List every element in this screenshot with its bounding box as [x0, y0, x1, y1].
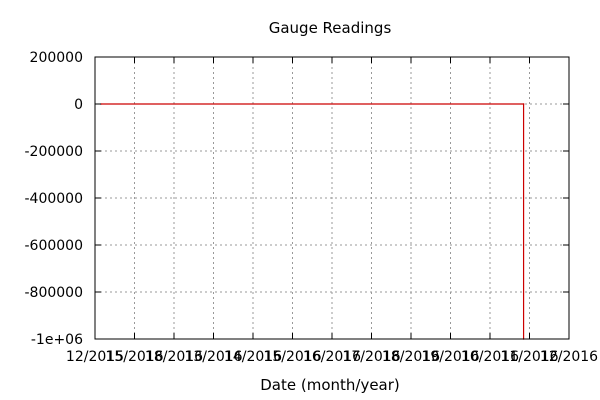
series-line: [100, 103, 525, 339]
y-tick-label: -600000: [25, 238, 84, 254]
x-axis-title: Date (month/year): [260, 376, 400, 394]
x-tick-label: 17/2016: [342, 349, 400, 365]
x-tick-label: 12/2016: [540, 349, 598, 365]
data-point: [522, 103, 525, 105]
x-tick-label: 11/2016: [500, 349, 558, 365]
chart-title: Gauge Readings: [269, 19, 392, 37]
x-tick-label: 18/2016: [382, 349, 440, 365]
y-tick-label: -400000: [25, 191, 84, 207]
y-tick-label: -200000: [25, 144, 84, 160]
grid: [95, 57, 569, 339]
x-axis-tick-labels: 12/201515/201618/201613/201614/201615/20…: [66, 349, 598, 365]
y-tick-label: -1e+06: [31, 332, 83, 348]
x-tick-label: 15/2016: [105, 349, 163, 365]
y-tick-label: 0: [74, 97, 83, 113]
series-layer: [100, 103, 525, 340]
y-tick-label: -800000: [25, 285, 84, 301]
x-tick-label: 10/2016: [461, 349, 519, 365]
x-tick-label: 16/2016: [303, 349, 361, 365]
y-axis-tick-labels: 200000 0 -200000 -400000 -600000 -800000 -1e+0…: [25, 50, 84, 348]
x-tick-label: 15/2016: [263, 349, 321, 365]
x-tick-label: 18/2016: [145, 349, 203, 365]
ticks: [94, 56, 570, 340]
x-tick-label: 14/2016: [224, 349, 282, 365]
y-tick-label: 200000: [30, 50, 83, 66]
x-tick-label: 19/2016: [421, 349, 479, 365]
x-tick-label: 13/2016: [184, 349, 242, 365]
x-tick-label: 12/2015: [66, 349, 124, 365]
